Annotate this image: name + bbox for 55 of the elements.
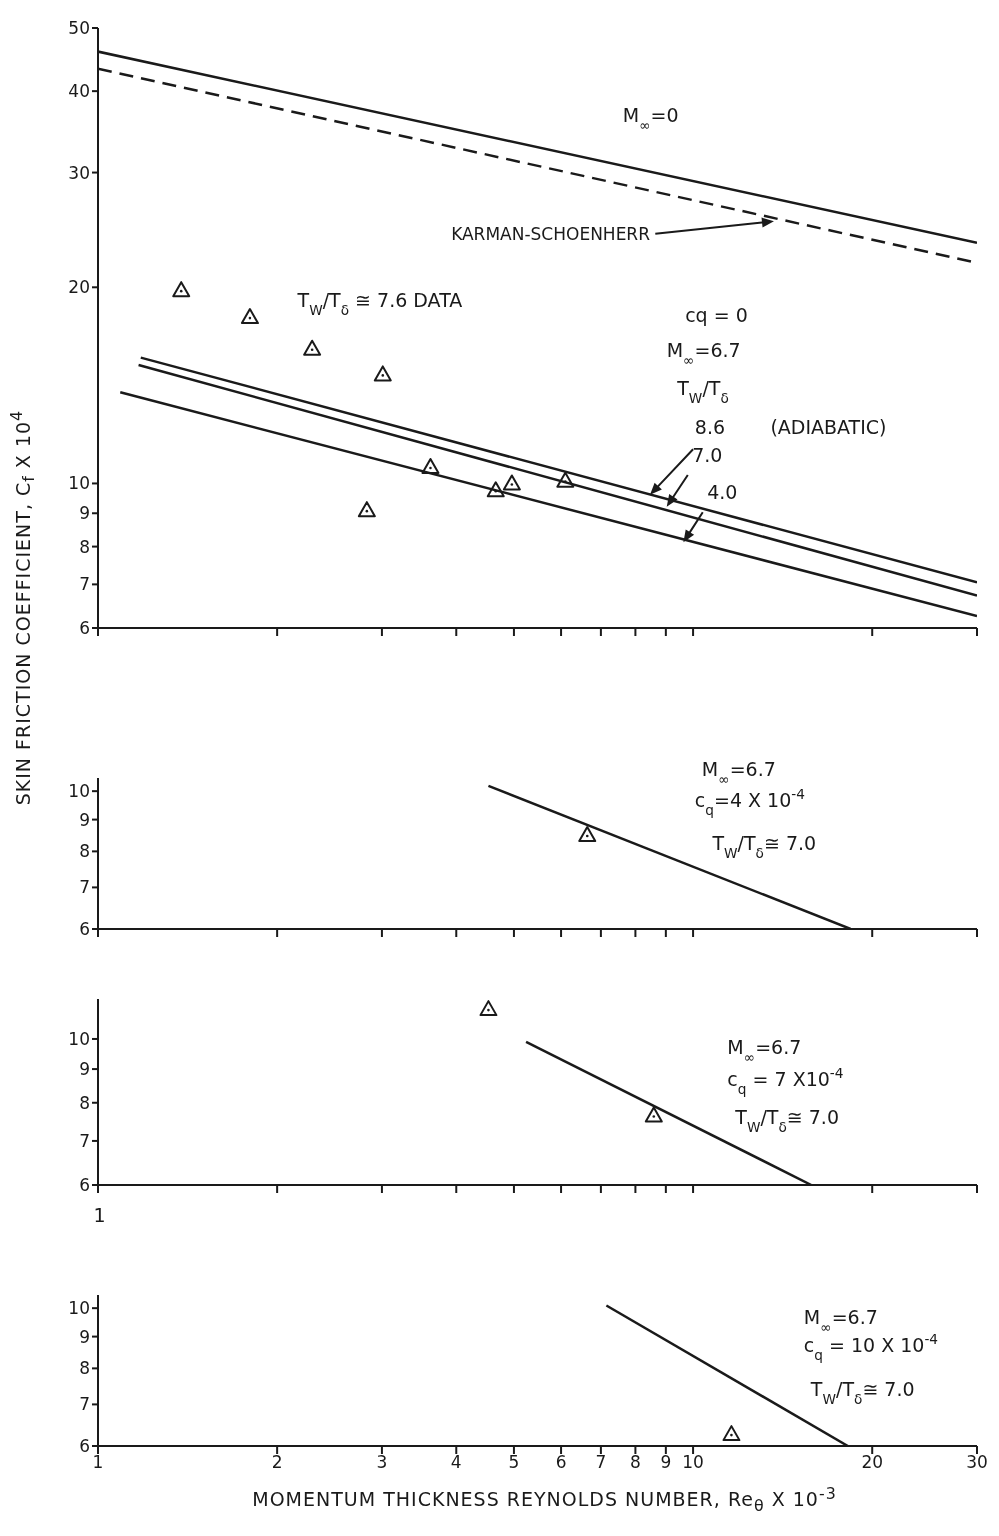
annotation: T$_{W}$/T$_{δ}$≅ 7.0 — [734, 1105, 839, 1135]
x-tick-label: 4 — [450, 1452, 462, 1473]
x-tick-label: 30 — [966, 1452, 988, 1473]
y-tick-label: 8 — [79, 536, 90, 557]
annotation: T$_{W}$/T$_{δ}$≅ 7.0 — [809, 1378, 915, 1408]
x-tick-label: 7 — [595, 1452, 607, 1473]
annotation: T$_{W}$/T$_{δ}$≅ 7.0 — [711, 832, 817, 862]
y-tick-label: 20 — [68, 277, 90, 298]
annotation: cq = 0 — [685, 304, 748, 326]
y-tick-label: 9 — [79, 503, 90, 524]
annotation: 8.6 — [694, 416, 726, 439]
annotation: 4.0 — [707, 481, 738, 503]
y-tick-label: 9 — [79, 1059, 90, 1080]
x-tick-label: 5 — [508, 1452, 520, 1473]
annotation: M$_{∞}$=0 — [622, 104, 679, 134]
x-tick-label: 3 — [376, 1452, 388, 1473]
x-tick-label: 8 — [629, 1452, 641, 1473]
y-tick-label: 6 — [79, 1175, 90, 1196]
y-tick-label: 8 — [79, 841, 90, 862]
text: 1 — [93, 1204, 106, 1227]
x-tick-label: 6 — [555, 1452, 567, 1473]
y-tick-label: 6 — [79, 618, 90, 639]
y-tick-label: 9 — [79, 1326, 90, 1347]
y-tick-label: 40 — [68, 81, 90, 102]
y-tick-label: 6 — [79, 1436, 90, 1457]
y-tick-label: 7 — [79, 1130, 90, 1151]
x-tick-label: 2 — [271, 1452, 283, 1473]
y-tick-label: 10 — [68, 1028, 90, 1049]
x-tick-label: 9 — [660, 1452, 672, 1473]
y-tick-label: 7 — [79, 1394, 90, 1415]
y-tick-label: 8 — [79, 1092, 90, 1113]
y-tick-label: 10 — [68, 781, 90, 802]
annotation: T$_{W}$/T$_{δ}$ — [676, 377, 729, 407]
annotation: M$_{∞}$=6.7 — [727, 1036, 802, 1066]
x-axis-title: MOMENTUM THICKNESS REYNOLDS NUMBER, Re$_{θ}$ X 10$^{-3}$ — [251, 1483, 838, 1516]
y-tick-label: 7 — [79, 574, 90, 595]
annotation: c$_{q}$ = 7 X10$^{-4}$ — [727, 1065, 844, 1098]
y-tick-label: 10 — [68, 473, 90, 494]
y-tick-label: 30 — [68, 162, 90, 183]
y-tick-label: 7 — [79, 877, 90, 898]
annotation: M$_{∞}$=6.7 — [701, 758, 776, 788]
x-tick-label: 10 — [682, 1452, 704, 1473]
annotation: T$_{W}$/T$_{δ}$ ≅ 7.6 DATA — [296, 289, 463, 318]
y-tick-label: 10 — [68, 1298, 90, 1319]
annotation: c$_{q}$=4 X 10$^{-4}$ — [694, 785, 805, 818]
annotation: 7.0 — [692, 443, 723, 466]
y-tick-label: 8 — [79, 1358, 90, 1379]
annotation: M$_{∞}$=6.7 — [666, 338, 741, 368]
y-tick-label: 50 — [68, 18, 90, 39]
y-tick-label: 9 — [79, 809, 90, 830]
annotation: KARMAN-SCHOENHERR — [451, 223, 651, 244]
x-tick-label: 1 — [92, 1452, 104, 1473]
x-tick-label: 20 — [861, 1452, 884, 1473]
y-tick-label: 6 — [79, 919, 90, 940]
annotation: (ADIABATIC) — [770, 416, 887, 439]
